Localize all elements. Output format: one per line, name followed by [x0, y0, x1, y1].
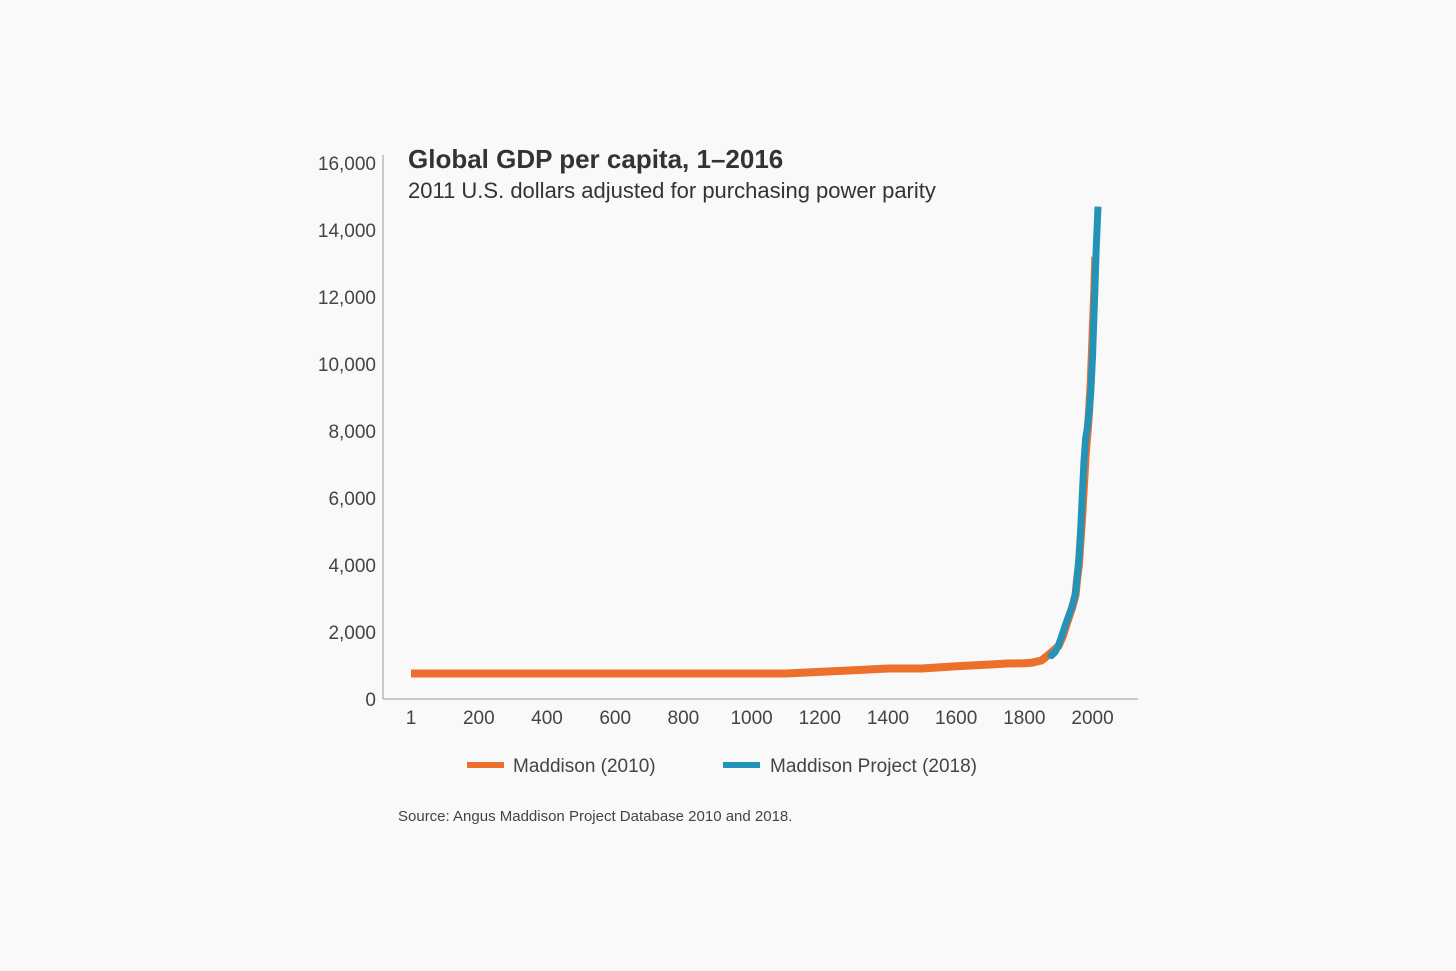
- x-tick-label: 1600: [935, 708, 977, 729]
- x-tick-label: 2000: [1071, 708, 1113, 729]
- y-tick-label: 0: [365, 690, 376, 711]
- x-tick-label: 1200: [799, 708, 841, 729]
- legend-item-maddison-project-2018: Maddison Project (2018): [723, 756, 977, 777]
- y-tick-label: 2,000: [328, 623, 376, 644]
- chart-title: Global GDP per capita, 1–2016: [408, 144, 783, 174]
- x-tick-label: 1800: [1003, 708, 1045, 729]
- x-tick-label: 1000: [730, 708, 772, 729]
- y-tick-label: 12,000: [318, 288, 376, 309]
- chart-titles: Global GDP per capita, 1–2016 2011 U.S. …: [408, 144, 936, 203]
- axes: [382, 155, 1138, 700]
- y-tick-labels: 0 2,000 4,000 6,000 8,000 10,000 12,000 14,000 1…: [318, 154, 376, 711]
- legend: Maddison (2010) Maddison Project (2018): [467, 756, 977, 777]
- x-tick-labels: 1 200 400 600 800 1000 1200 1400 1600 1800 2000: [406, 708, 1114, 729]
- y-tick-label: 8,000: [328, 422, 376, 443]
- legend-item-maddison-2010: Maddison (2010): [467, 756, 656, 777]
- legend-swatch-maddison-2010: [467, 762, 504, 768]
- series-line-maddison-project-2018: [1046, 206, 1102, 659]
- y-tick-label: 10,000: [318, 355, 376, 376]
- x-tick-label: 400: [531, 708, 563, 729]
- y-tick-label: 16,000: [318, 154, 376, 175]
- y-tick-label: 6,000: [328, 489, 376, 510]
- x-tick-label: 1: [406, 708, 417, 729]
- chart-subtitle: 2011 U.S. dollars adjusted for purchasin…: [408, 178, 936, 203]
- legend-label-maddison-project-2018: Maddison Project (2018): [770, 756, 977, 777]
- series-lines: [411, 206, 1102, 678]
- y-tick-label: 14,000: [318, 221, 376, 242]
- x-tick-label: 800: [668, 708, 700, 729]
- legend-label-maddison-2010: Maddison (2010): [513, 756, 656, 777]
- x-tick-label: 200: [463, 708, 495, 729]
- series-line-maddison-2010: [411, 256, 1100, 678]
- x-tick-label: 600: [599, 708, 631, 729]
- x-tick-label: 1400: [867, 708, 909, 729]
- legend-swatch-maddison-project-2018: [723, 762, 760, 768]
- y-tick-label: 4,000: [328, 556, 376, 577]
- source-note: Source: Angus Maddison Project Database …: [398, 808, 792, 825]
